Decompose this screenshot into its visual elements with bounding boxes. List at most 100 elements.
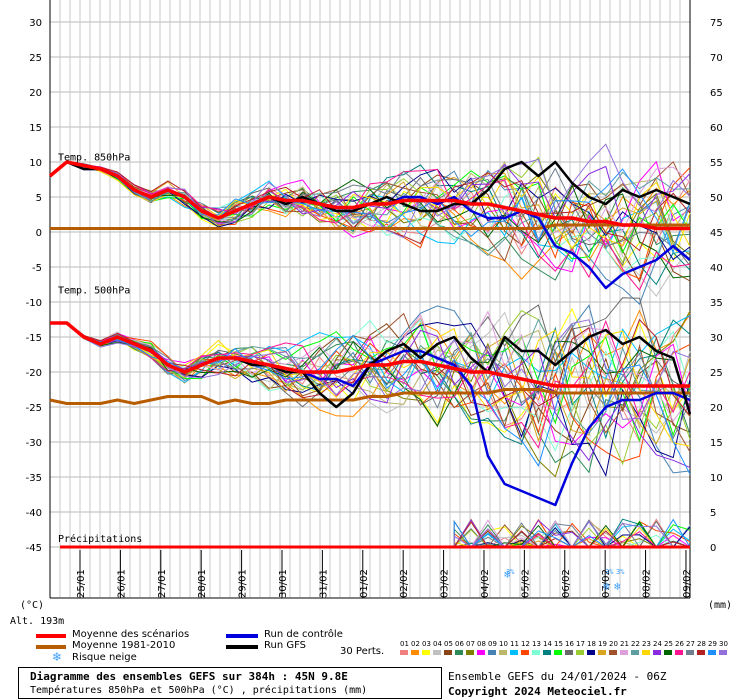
- right-tick-label: 55: [710, 158, 723, 169]
- pert-swatch: [510, 650, 518, 655]
- x-tick-label: 31/01: [318, 569, 329, 598]
- pert-number: 06: [455, 640, 464, 648]
- x-tick-label: 04/02: [480, 569, 491, 598]
- left-axis-unit: (°C): [20, 600, 45, 611]
- pert-swatch: [642, 650, 650, 655]
- legend-snow: Risque neige: [72, 652, 137, 663]
- pert-number: 14: [543, 640, 552, 648]
- pert-number: 07: [466, 640, 475, 648]
- left-tick-label: -20: [26, 368, 42, 379]
- altitude-label: Alt. 193m: [10, 616, 65, 627]
- pert-number: 22: [631, 640, 640, 648]
- member-line-precip: [454, 519, 691, 548]
- member-line-500: [50, 322, 691, 468]
- section-label: Temp. 500hPa: [58, 286, 130, 297]
- x-tick-label: 05/02: [520, 569, 531, 598]
- pert-swatch: [609, 650, 617, 655]
- left-tick-label: 20: [29, 88, 42, 99]
- pert-swatch: [686, 650, 694, 655]
- left-tick-label: -30: [26, 438, 42, 449]
- pert-number: 16: [565, 640, 574, 648]
- legend-swatch-mean: [36, 634, 66, 638]
- left-tick-label: 15: [29, 123, 42, 134]
- left-tick-label: -35: [26, 473, 42, 484]
- left-tick-label: -10: [26, 298, 42, 309]
- snow-risk-icon: ❄: [504, 568, 511, 581]
- right-tick-label: 60: [710, 123, 723, 134]
- x-tick-label: 09/02: [682, 569, 693, 598]
- snow-risk-label: 3%: [605, 568, 614, 576]
- right-tick-label: 50: [710, 193, 723, 204]
- pert-swatch: [455, 650, 463, 655]
- mean-line-500: [50, 321, 690, 388]
- pert-swatch: [565, 650, 573, 655]
- left-tick-label: 10: [29, 158, 42, 169]
- pert-number: 17: [576, 640, 585, 648]
- pert-swatch: [422, 650, 430, 655]
- x-tick-label: 26/01: [116, 569, 127, 598]
- x-tick-label: 29/01: [238, 569, 249, 598]
- left-tick-label: -15: [26, 333, 42, 344]
- pert-swatch: [653, 650, 661, 655]
- left-tick-label: 0: [36, 228, 42, 239]
- left-tick-label: 5: [36, 193, 42, 204]
- pert-number: 25: [664, 640, 673, 648]
- x-tick-label: 06/02: [561, 569, 572, 598]
- pert-swatch: [708, 650, 716, 655]
- right-tick-label: 15: [710, 438, 723, 449]
- x-tick-label: 25/01: [76, 569, 87, 598]
- left-tick-label: -25: [26, 403, 42, 414]
- left-tick-label: 30: [29, 18, 42, 29]
- pert-number: 04: [433, 640, 442, 648]
- snow-risk-icon: ❄: [603, 580, 610, 593]
- legend-perts: 30 Perts.: [340, 646, 385, 657]
- pert-swatch: [466, 650, 474, 655]
- left-tick-label: -45: [26, 543, 42, 554]
- member-line-500: [49, 322, 691, 443]
- pert-swatch: [433, 650, 441, 655]
- pert-number: 26: [675, 640, 684, 648]
- x-tick-label: 28/01: [197, 569, 208, 598]
- pert-number: 02: [411, 640, 420, 648]
- climate-line-850: [50, 223, 690, 230]
- right-tick-label: 10: [710, 473, 723, 484]
- right-tick-label: 35: [710, 298, 723, 309]
- snow-risk-label: 3%: [616, 568, 625, 576]
- right-tick-label: 70: [710, 53, 723, 64]
- legend-swatch-control: [226, 634, 258, 638]
- ensemble-members: [49, 143, 691, 548]
- member-line-850: [49, 161, 691, 291]
- pert-swatch: [664, 650, 672, 655]
- right-tick-label: 40: [710, 263, 723, 274]
- x-tick-label: 08/02: [642, 569, 653, 598]
- x-tick-label: 02/02: [399, 569, 410, 598]
- pert-number: 28: [697, 640, 706, 648]
- pert-swatch: [444, 650, 452, 655]
- pert-swatch: [719, 650, 727, 655]
- pert-swatch: [477, 650, 485, 655]
- run-info: Ensemble GEFS du 24/01/2024 - 06Z: [448, 670, 667, 683]
- pert-number: 05: [444, 640, 453, 648]
- mean-line-850: [48, 160, 690, 231]
- section-label: Temp. 850hPa: [58, 153, 130, 164]
- climate-line-500: [49, 388, 690, 405]
- pert-swatch: [587, 650, 595, 655]
- pert-number: 15: [554, 640, 563, 648]
- chart-grid: [49, 0, 691, 599]
- right-tick-label: 25: [710, 368, 723, 379]
- snow-risk-label: 3%: [506, 568, 515, 576]
- x-tick-label: 27/01: [157, 569, 168, 598]
- pert-swatch: [400, 650, 408, 655]
- right-tick-label: 30: [710, 333, 723, 344]
- member-line-500: [49, 322, 691, 447]
- legend-swatch-gfs: [226, 645, 258, 649]
- pert-number: 08: [477, 640, 486, 648]
- right-tick-label: 5: [710, 508, 716, 519]
- pert-swatch: [598, 650, 606, 655]
- left-tick-label: -40: [26, 508, 42, 519]
- right-tick-label: 45: [710, 228, 723, 239]
- footer-title: Diagramme des ensembles GEFS sur 384h : …: [30, 670, 348, 683]
- legend-clim: Moyenne 1981-2010: [72, 640, 176, 651]
- x-tick-label: 01/02: [359, 569, 370, 598]
